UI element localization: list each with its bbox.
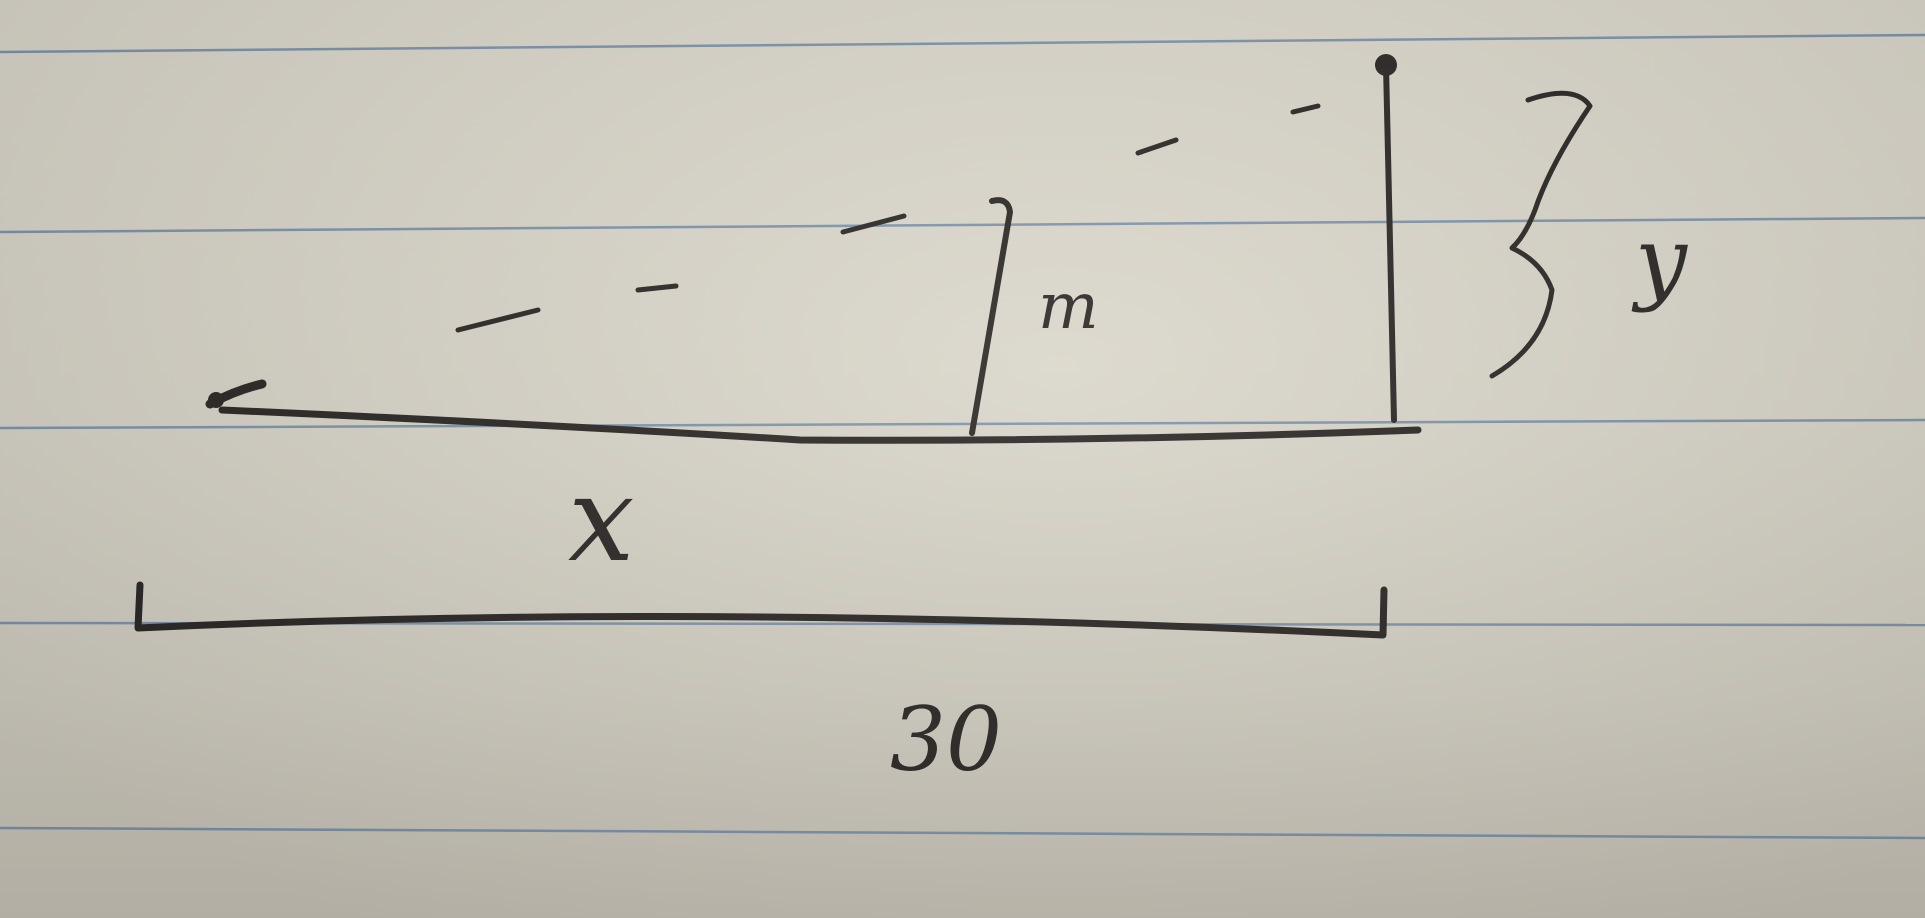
ruled-line-5 — [0, 826, 1925, 840]
ruled-line-3 — [0, 418, 1925, 430]
tall-post-top-dot — [1375, 54, 1397, 76]
left-endpoint-dot — [208, 392, 224, 408]
x-label: x — [568, 450, 635, 588]
ground-line — [218, 406, 1422, 444]
ruled-line-1 — [0, 33, 1925, 54]
m-label: m — [1038, 270, 1099, 344]
middle-post — [969, 197, 1013, 436]
y-brace — [1489, 90, 1593, 379]
tall-post — [1383, 62, 1397, 423]
length-label: 30 — [890, 688, 1002, 791]
y-label: y — [1631, 207, 1688, 314]
length-bracket — [134, 581, 1388, 639]
ruled-line-2 — [0, 216, 1925, 234]
dashed-sight-line — [455, 103, 1321, 333]
